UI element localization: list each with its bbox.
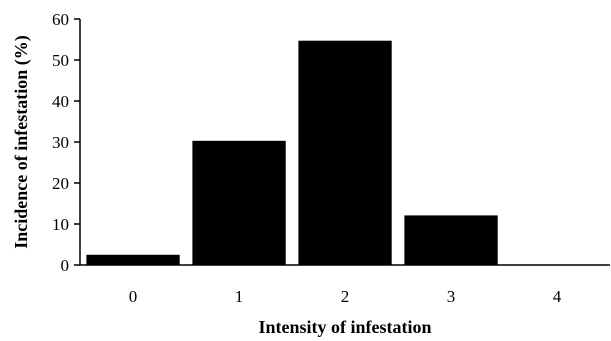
plot-area: 0 10 20 30 40 50 60 0 1 2 3 4 [52, 10, 610, 306]
y-axis-title: Incidence of infestation (%) [11, 35, 32, 248]
bar-3 [404, 215, 498, 265]
x-tick-label: 3 [447, 287, 456, 306]
y-tick-label: 30 [52, 133, 69, 152]
x-tick-label: 1 [235, 287, 244, 306]
y-tick-label: 40 [52, 92, 69, 111]
y-ticks-group: 0 10 20 30 40 50 60 [52, 10, 80, 275]
x-tick-labels-group: 0 1 2 3 4 [129, 287, 562, 306]
x-tick-label: 4 [553, 287, 562, 306]
y-tick-label: 10 [52, 215, 69, 234]
y-tick-label: 50 [52, 51, 69, 70]
y-tick-label: 0 [61, 256, 70, 275]
x-axis-title: Intensity of infestation [258, 317, 431, 337]
bar-2 [298, 40, 392, 266]
x-tick-label: 2 [341, 287, 350, 306]
bars-group [86, 40, 498, 266]
x-tick-label: 0 [129, 287, 138, 306]
y-tick-label: 20 [52, 174, 69, 193]
bar-0 [86, 254, 180, 266]
bar-1 [192, 140, 286, 265]
y-tick-label: 60 [52, 10, 69, 29]
